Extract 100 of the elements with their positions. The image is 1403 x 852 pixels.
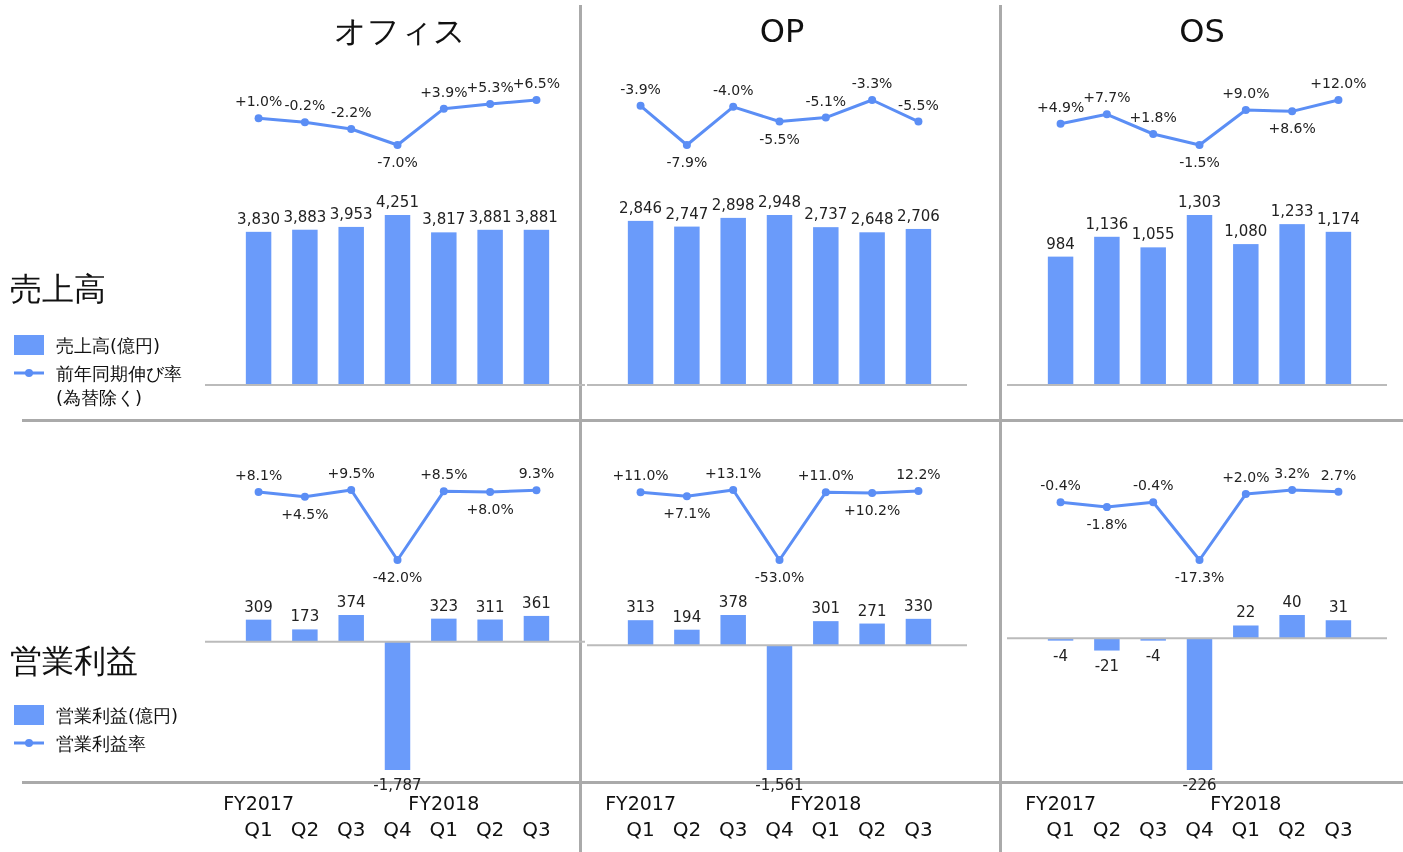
- point: [1195, 141, 1204, 149]
- point: [636, 101, 645, 110]
- point: [1334, 487, 1343, 496]
- point: [1056, 498, 1065, 507]
- point: [486, 488, 495, 497]
- x-tick-label: Q2: [290, 817, 320, 841]
- data-label: 22: [1236, 603, 1256, 622]
- data-label: -53.0%: [754, 569, 805, 585]
- data-label: 4,251: [376, 193, 419, 211]
- bar: [1186, 638, 1213, 770]
- data-label: -1,787: [373, 776, 422, 794]
- text: FY2017: [223, 792, 295, 814]
- data-label: -226: [1182, 776, 1217, 794]
- point: [439, 487, 448, 496]
- point: [868, 489, 877, 498]
- bar: [905, 618, 932, 646]
- data-label: +10.2%: [844, 502, 901, 519]
- chart-title: オフィス: [334, 12, 466, 50]
- data-label: 2,948: [758, 193, 801, 211]
- x-tick-label: Q1: [1046, 817, 1075, 841]
- data-label: -2.2%: [330, 104, 372, 120]
- data-label: -4: [1053, 646, 1069, 665]
- bar: [859, 623, 885, 646]
- x-tick-label: Q4: [1185, 817, 1214, 841]
- point: [1102, 503, 1111, 512]
- bar: [338, 615, 364, 642]
- point: [1149, 498, 1158, 507]
- x-tick-label: Q3: [1138, 817, 1168, 841]
- data-label: -4.0%: [712, 81, 754, 98]
- legend-label: 前年同期伸び率 (為替除く): [56, 363, 182, 408]
- point: [1288, 486, 1297, 494]
- data-label: +4.9%: [1036, 98, 1085, 115]
- data-label: 2,706: [896, 206, 940, 225]
- data-label: +4.5%: [281, 505, 329, 522]
- data-label: -7.9%: [666, 154, 708, 170]
- legend-label: 営業利益率: [56, 733, 146, 754]
- text: FY2018: [790, 792, 862, 814]
- data-label: -21: [1094, 656, 1120, 675]
- data-label: 309: [244, 597, 273, 616]
- data-label: +1.0%: [234, 93, 283, 110]
- bar: [1233, 244, 1259, 385]
- data-label: 374: [336, 593, 366, 611]
- data-label: +5.3%: [466, 79, 514, 95]
- data-label: +7.1%: [663, 505, 711, 522]
- point: [682, 492, 691, 501]
- data-label: 3,817: [422, 210, 466, 229]
- point: [393, 141, 402, 149]
- data-label: +8.6%: [1268, 120, 1316, 137]
- bar: [766, 215, 793, 385]
- data-label: +8.1%: [234, 466, 283, 483]
- data-label: 194: [672, 607, 702, 626]
- x-tick-label: Q2: [475, 817, 505, 841]
- data-label: +8.5%: [420, 466, 468, 483]
- bar: [627, 220, 654, 385]
- data-label: 311: [475, 597, 505, 616]
- bar: [627, 620, 654, 646]
- data-label: 3.2%: [1274, 465, 1310, 481]
- chart-title: OS: [1179, 12, 1225, 50]
- point: [682, 141, 691, 149]
- point: [532, 96, 541, 104]
- bar: [523, 615, 550, 642]
- bar: [859, 232, 885, 385]
- data-label: 173: [290, 607, 320, 626]
- data-label: 40: [1282, 593, 1302, 611]
- bar: [766, 645, 793, 770]
- text: FY2018: [408, 792, 480, 814]
- point: [1149, 130, 1158, 138]
- data-label: 12.2%: [896, 465, 941, 482]
- bar: [1094, 638, 1120, 651]
- point: [486, 100, 495, 108]
- data-label: -4: [1145, 646, 1161, 665]
- x-tick-label: Q3: [718, 817, 748, 841]
- data-label: +8.0%: [466, 501, 514, 518]
- bar: [1325, 620, 1352, 639]
- data-label: +1.8%: [1129, 109, 1177, 125]
- x-tick-label: Q2: [672, 817, 702, 841]
- data-label: +13.1%: [705, 465, 762, 481]
- data-label: -5.1%: [805, 92, 847, 109]
- point: [393, 556, 402, 564]
- point: [775, 556, 784, 564]
- point: [729, 102, 738, 111]
- data-label: +9.5%: [327, 465, 375, 481]
- data-label: 2,737: [804, 205, 848, 224]
- data-label: 3,830: [237, 209, 281, 228]
- point: [1334, 96, 1343, 104]
- bar: [1279, 224, 1305, 385]
- point: [1056, 119, 1065, 128]
- data-label: -0.4%: [1132, 477, 1174, 494]
- data-label: -3.3%: [851, 75, 893, 91]
- point: [347, 125, 356, 133]
- point: [1288, 107, 1297, 116]
- bar: [384, 641, 411, 770]
- point: [532, 486, 541, 495]
- x-tick-label: Q1: [811, 817, 841, 841]
- data-label: 301: [811, 599, 841, 618]
- point: [439, 104, 448, 113]
- point: [254, 487, 263, 496]
- data-label: 2,648: [850, 210, 894, 229]
- data-label: -5.5%: [759, 130, 800, 147]
- data-label: 2,898: [711, 195, 755, 214]
